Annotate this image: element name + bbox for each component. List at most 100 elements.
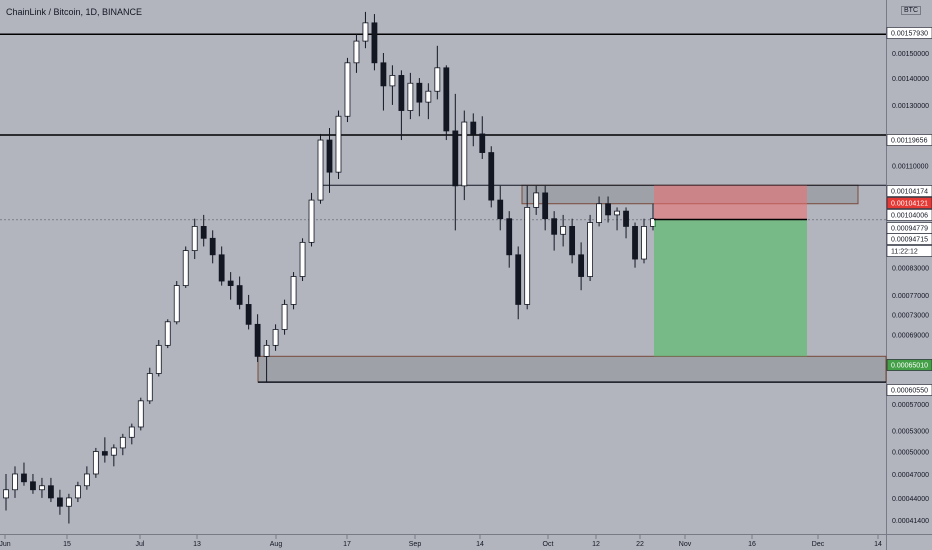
price-tag — [886, 134, 932, 146]
candle-body — [533, 192, 540, 208]
candle-body — [155, 344, 162, 374]
candle — [137, 397, 144, 431]
x-tick-label: Jun — [0, 541, 11, 548]
candle-body — [614, 210, 620, 216]
candle-body — [317, 139, 324, 201]
candle — [209, 230, 216, 264]
candle-body — [326, 139, 333, 173]
candle-body — [281, 304, 288, 330]
x-tick-label: Oct — [543, 541, 554, 548]
x-tick-label: Sep — [409, 541, 422, 548]
price-tag-label: 0.00104174 — [891, 189, 928, 196]
price-tag — [886, 27, 932, 39]
candle-body — [353, 40, 360, 64]
candle — [335, 110, 342, 179]
candle — [551, 211, 558, 251]
candle — [146, 367, 153, 405]
candle — [470, 113, 477, 147]
candle-body — [641, 226, 647, 260]
candle-body — [389, 75, 396, 87]
y-tick-label: 0.00077000 — [892, 293, 929, 300]
y-tick-label: 0.00140000 — [892, 76, 929, 83]
candle-body — [57, 497, 63, 507]
candle — [119, 433, 126, 456]
price-tag-label: 0.00094715 — [891, 237, 928, 244]
candle-body — [632, 226, 638, 260]
candle — [326, 127, 333, 193]
price-tag — [886, 245, 932, 257]
candle — [614, 207, 620, 231]
candle-body — [245, 304, 252, 325]
currency-label: BTC — [901, 6, 921, 15]
candle-body — [479, 133, 486, 153]
candle — [596, 196, 602, 227]
candle-body — [434, 67, 441, 92]
candle — [48, 477, 54, 503]
candle-body — [506, 218, 513, 256]
x-tick-label: Jul — [136, 541, 145, 548]
candle-body — [605, 203, 611, 216]
candle-body — [308, 199, 315, 243]
candle — [506, 211, 513, 268]
price-tag — [886, 197, 932, 209]
y-tick-label: 0.00044000 — [892, 496, 929, 503]
candle — [605, 196, 611, 223]
candle-body — [12, 473, 18, 491]
candle — [524, 185, 531, 310]
candle-body — [362, 22, 369, 42]
candle-body — [30, 481, 36, 491]
x-tick-label: Dec — [812, 541, 825, 548]
candle — [362, 11, 369, 49]
candle-body — [3, 489, 9, 499]
candle-body — [371, 22, 378, 64]
candle-body — [443, 67, 450, 132]
candle-body — [596, 203, 602, 223]
candle-body — [164, 321, 171, 346]
price-tag-label: 0.00119656 — [891, 138, 928, 145]
x-tick-label: 17 — [343, 541, 351, 548]
candle-body — [92, 451, 99, 475]
y-tick-label: 0.00083000 — [892, 266, 929, 273]
candle-body — [254, 323, 261, 357]
candle — [623, 207, 629, 239]
candle-body — [299, 241, 306, 277]
candle — [407, 72, 414, 120]
candle-body — [66, 497, 72, 507]
candle-body — [110, 447, 117, 456]
price-tag — [886, 209, 932, 221]
candle-body — [560, 226, 567, 235]
candle — [479, 116, 486, 159]
candle — [21, 462, 27, 486]
candle-body — [39, 485, 45, 491]
candle — [632, 222, 638, 268]
candle-body — [407, 82, 414, 111]
candle-body — [290, 276, 297, 305]
candle — [488, 146, 495, 208]
candle — [182, 246, 189, 288]
candle-body — [227, 280, 234, 286]
candle-body — [569, 226, 576, 256]
x-tick-label: 13 — [193, 541, 201, 548]
candle-body — [48, 485, 54, 499]
candle-body — [452, 130, 459, 187]
x-tick-label: 14 — [874, 541, 882, 548]
candle — [164, 319, 171, 349]
candle-body — [497, 199, 504, 220]
candle-body — [587, 222, 593, 277]
candle-body — [146, 373, 153, 402]
candle — [200, 214, 207, 247]
candle-body — [21, 473, 27, 483]
candle-body — [101, 451, 108, 456]
candle-body — [74, 485, 81, 499]
candle — [128, 423, 135, 445]
candle — [371, 14, 378, 71]
price-tag-label: 0.00065010 — [891, 363, 928, 370]
candle-body — [137, 400, 144, 428]
candle — [236, 276, 243, 310]
candle-body — [416, 82, 423, 103]
price-tag-label: 0.00060550 — [891, 388, 928, 395]
candle — [245, 294, 252, 330]
x-tick-label: 14 — [476, 541, 484, 548]
